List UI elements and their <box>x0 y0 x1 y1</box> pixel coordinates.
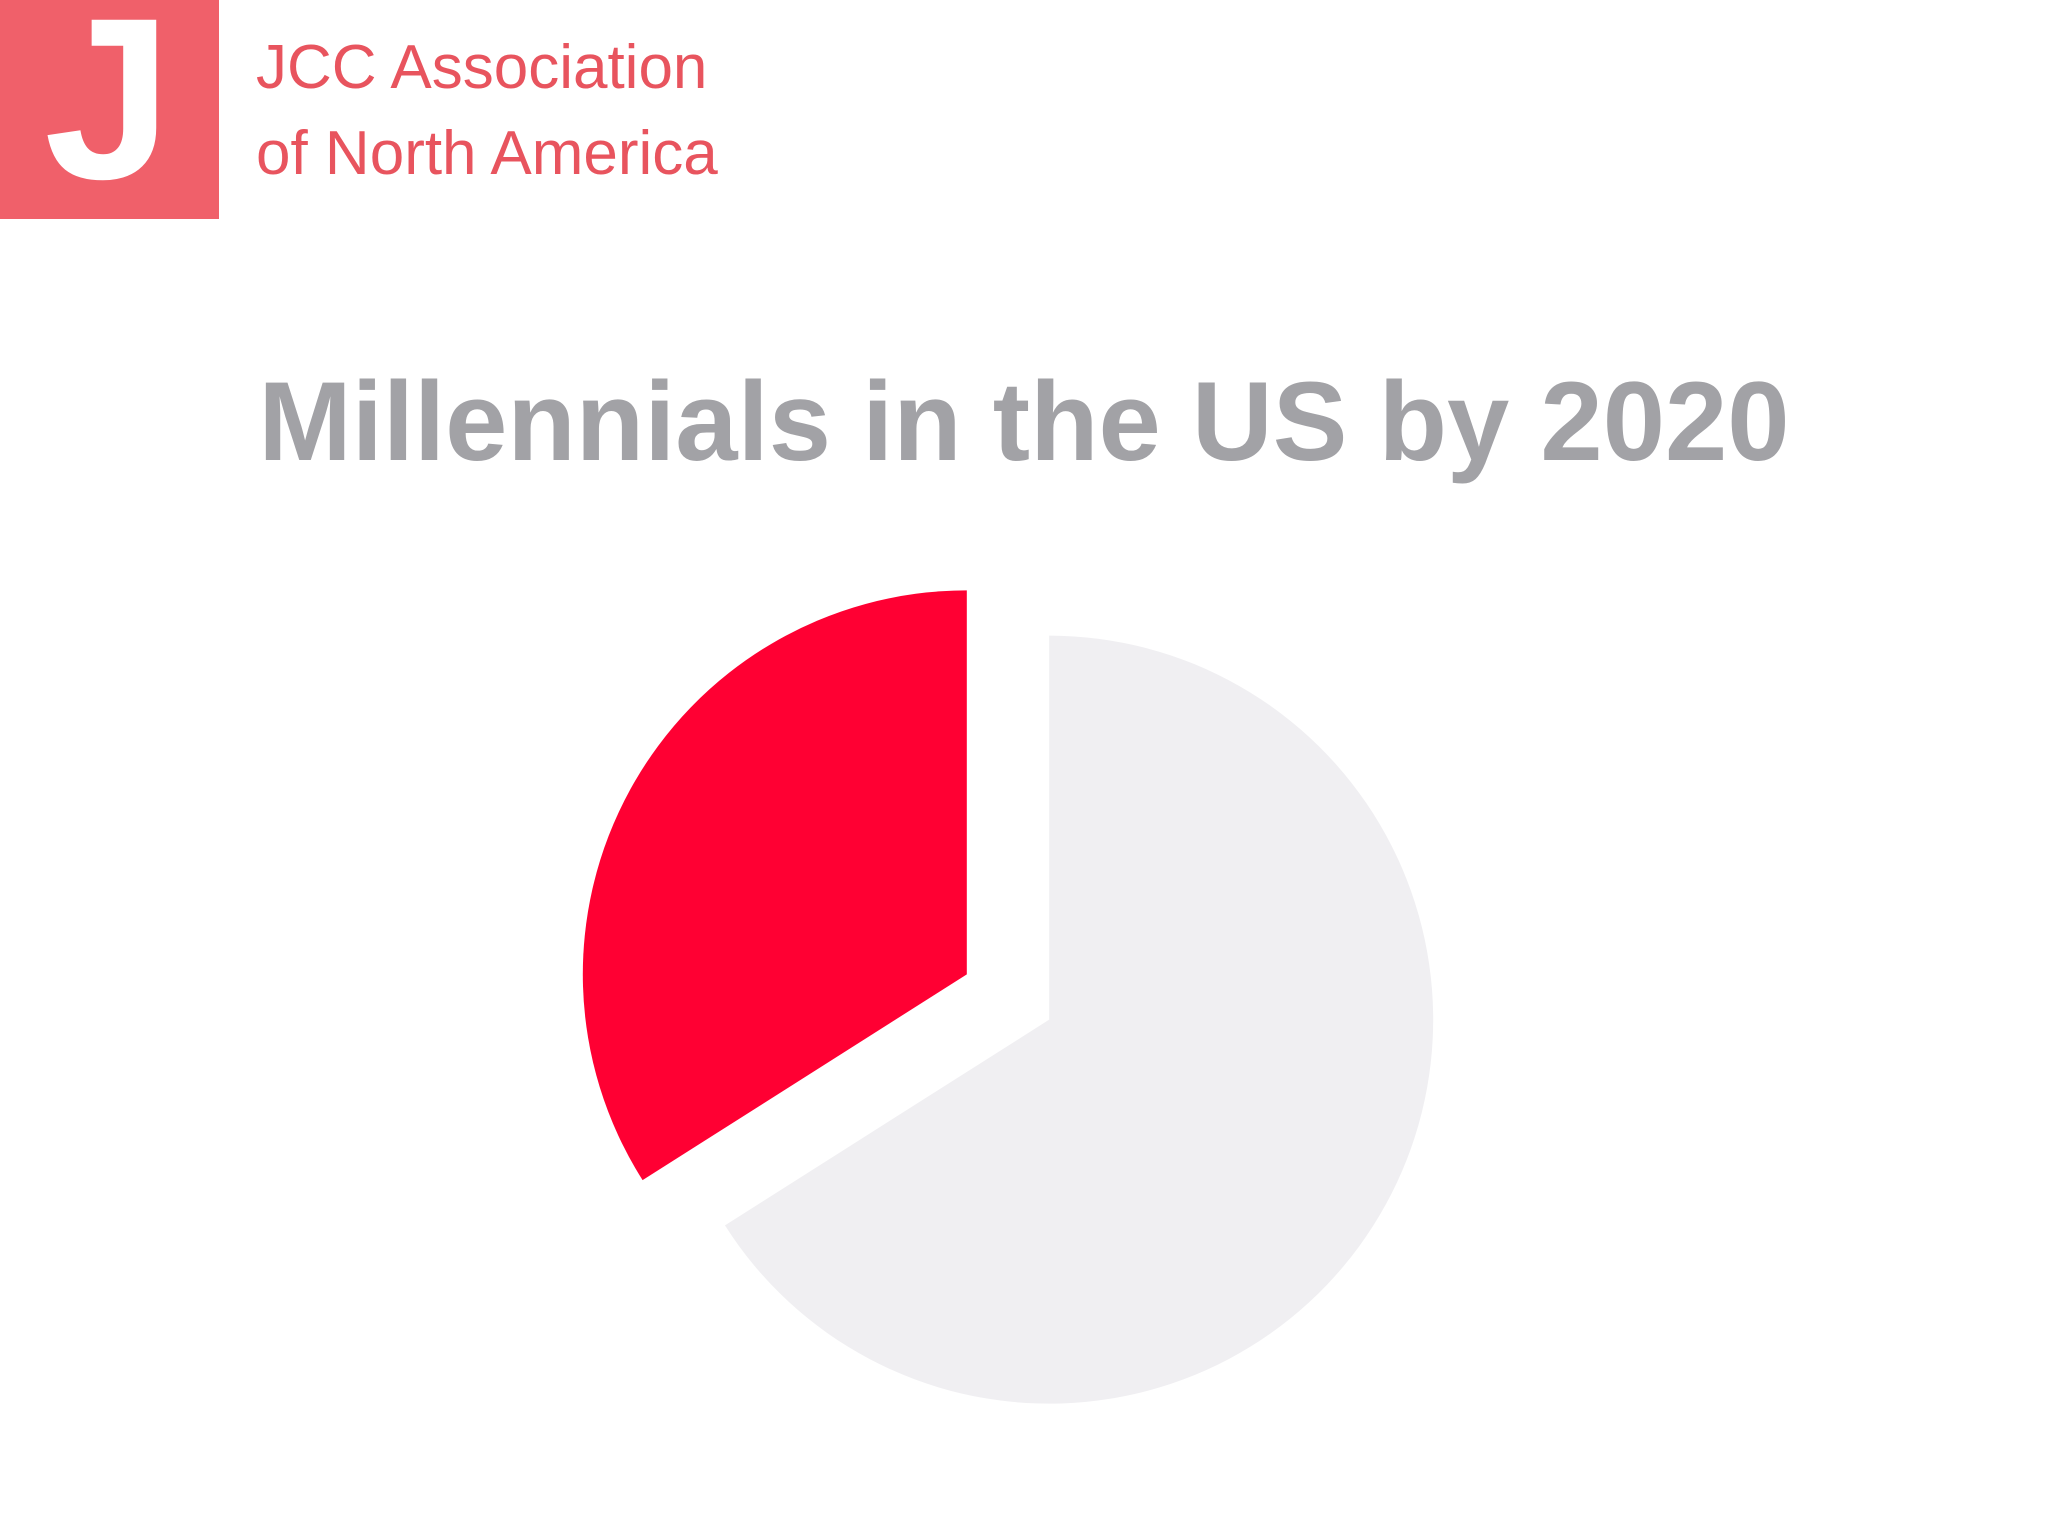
logo-box <box>0 0 219 219</box>
logo-text: JCC Association <box>256 33 707 102</box>
chart-title: Millennials in the US by 2020 <box>258 359 1789 484</box>
pie-slice <box>724 635 1434 1404</box>
logo-mark: J <box>44 0 172 227</box>
logo-text: of North America <box>256 119 718 188</box>
pie-slice <box>582 590 967 1181</box>
